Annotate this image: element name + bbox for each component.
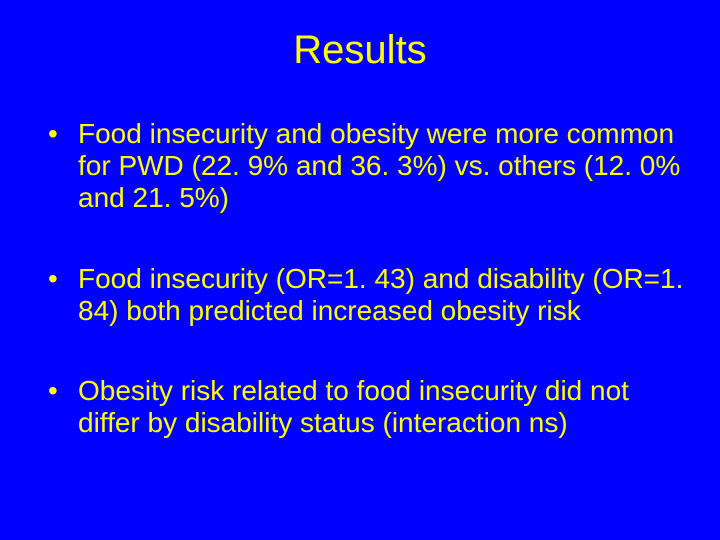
list-item: Obesity risk related to food insecurity … bbox=[48, 375, 690, 439]
slide-title: Results bbox=[30, 28, 690, 73]
list-item: Food insecurity and obesity were more co… bbox=[48, 118, 690, 215]
list-item: Food insecurity (OR=1. 43) and disabilit… bbox=[48, 263, 690, 327]
bullet-list: Food insecurity and obesity were more co… bbox=[30, 118, 690, 439]
